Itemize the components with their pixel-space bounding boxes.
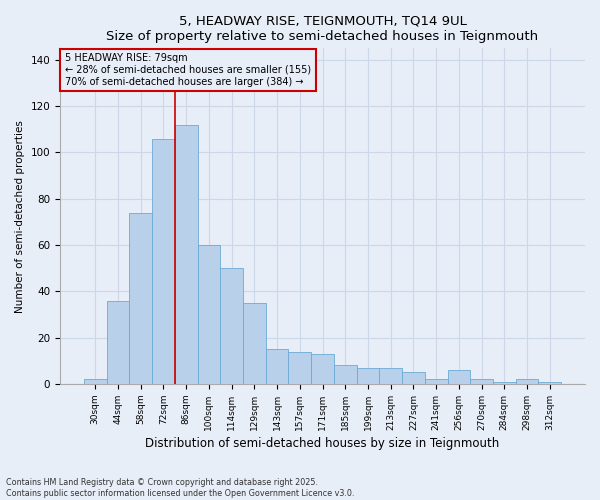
Bar: [538, 382, 561, 384]
Bar: [266, 349, 289, 384]
Bar: [243, 303, 266, 384]
Bar: [175, 124, 197, 384]
Bar: [356, 368, 379, 384]
Bar: [289, 352, 311, 384]
Bar: [220, 268, 243, 384]
Bar: [448, 370, 470, 384]
Bar: [402, 372, 425, 384]
Bar: [84, 380, 107, 384]
Bar: [130, 212, 152, 384]
Bar: [311, 354, 334, 384]
Bar: [334, 366, 356, 384]
Y-axis label: Number of semi-detached properties: Number of semi-detached properties: [15, 120, 25, 312]
X-axis label: Distribution of semi-detached houses by size in Teignmouth: Distribution of semi-detached houses by …: [145, 437, 500, 450]
Bar: [515, 380, 538, 384]
Text: Contains HM Land Registry data © Crown copyright and database right 2025.
Contai: Contains HM Land Registry data © Crown c…: [6, 478, 355, 498]
Bar: [197, 245, 220, 384]
Bar: [152, 138, 175, 384]
Bar: [470, 380, 493, 384]
Bar: [493, 382, 515, 384]
Bar: [379, 368, 402, 384]
Text: 5 HEADWAY RISE: 79sqm
← 28% of semi-detached houses are smaller (155)
70% of sem: 5 HEADWAY RISE: 79sqm ← 28% of semi-deta…: [65, 54, 311, 86]
Bar: [425, 380, 448, 384]
Title: 5, HEADWAY RISE, TEIGNMOUTH, TQ14 9UL
Size of property relative to semi-detached: 5, HEADWAY RISE, TEIGNMOUTH, TQ14 9UL Si…: [106, 15, 539, 43]
Bar: [107, 300, 130, 384]
